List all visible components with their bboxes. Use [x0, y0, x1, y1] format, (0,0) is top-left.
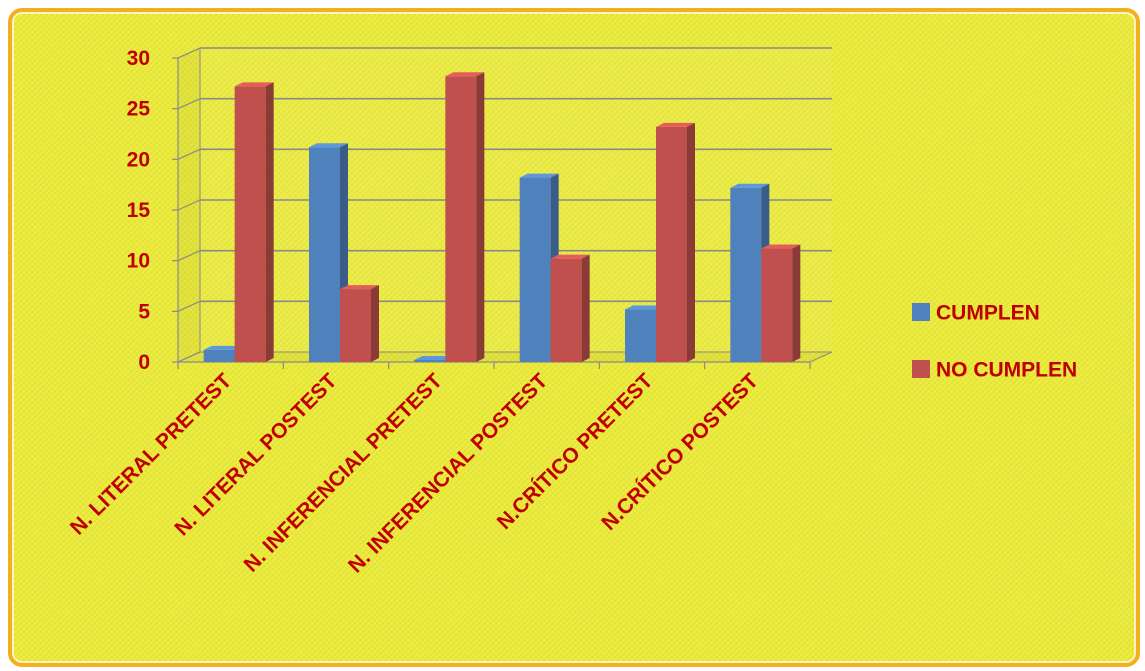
legend-label: NO CUMPLEN	[936, 359, 1077, 382]
legend-item-no-cumplen: NO CUMPLEN	[912, 359, 1077, 382]
bar-top	[309, 143, 348, 148]
bar-top	[625, 305, 664, 310]
gridline-depth	[177, 351, 201, 363]
legend-swatch	[912, 303, 930, 321]
gridlines	[177, 47, 832, 363]
y-tick-label: 15	[127, 199, 151, 222]
bar-front	[203, 349, 235, 362]
legend: CUMPLEN NO CUMPLEN	[912, 302, 1077, 382]
bar-top	[730, 183, 770, 188]
bar-front	[656, 126, 687, 362]
bar-top	[414, 356, 454, 360]
bar-side	[792, 244, 801, 362]
y-tick-label: 30	[127, 47, 150, 70]
y-tick-label: 20	[127, 148, 150, 171]
legend-label: CUMPLEN	[936, 302, 1040, 325]
bar-front	[234, 86, 266, 363]
bar-front	[414, 360, 446, 362]
bar-side	[687, 122, 695, 362]
bar-no-cumplen	[550, 254, 590, 362]
gridline-depth	[177, 250, 201, 262]
bar-no-cumplen	[445, 72, 485, 363]
bar-front	[445, 76, 477, 363]
y-tick-label: 25	[127, 98, 151, 121]
bar-top	[445, 72, 485, 77]
bar-side	[476, 72, 485, 363]
bar-front	[550, 258, 582, 362]
bar-top	[234, 82, 274, 87]
gridline-depth	[177, 98, 201, 110]
bar-no-cumplen	[761, 244, 801, 362]
bar-side	[371, 285, 379, 362]
bars	[203, 72, 801, 363]
gridline-depth	[177, 47, 201, 59]
bar-side	[265, 82, 274, 363]
legend-swatch	[912, 360, 930, 378]
category-label: N. INFERENCIAL POSTEST	[344, 369, 552, 577]
bar-front	[519, 177, 551, 362]
category-label: N. INFERENCIAL PRETEST	[239, 369, 447, 577]
bar-front	[340, 289, 371, 362]
bar-front	[309, 147, 340, 362]
legend-item-cumplen: CUMPLEN	[912, 302, 1040, 325]
bar-top	[550, 254, 590, 259]
bar-front	[625, 309, 656, 362]
gridline-depth	[177, 199, 201, 211]
y-tick-label: 5	[138, 300, 150, 323]
gridline-depth	[177, 148, 201, 160]
y-tick-label: 0	[138, 351, 150, 374]
bar-top	[656, 122, 695, 127]
bar-front	[730, 187, 762, 362]
bar-no-cumplen	[656, 122, 695, 362]
bar-no-cumplen	[234, 82, 274, 363]
bar-top	[761, 244, 801, 249]
y-tick-label: 10	[127, 250, 150, 273]
bar-no-cumplen	[340, 285, 379, 362]
bar-cumplen	[309, 143, 348, 362]
bar-top	[519, 173, 559, 178]
bar-top	[340, 285, 379, 290]
bar-front	[761, 248, 793, 362]
bar-top	[203, 345, 243, 350]
gridline-depth	[177, 300, 201, 312]
bar-side	[581, 254, 590, 362]
